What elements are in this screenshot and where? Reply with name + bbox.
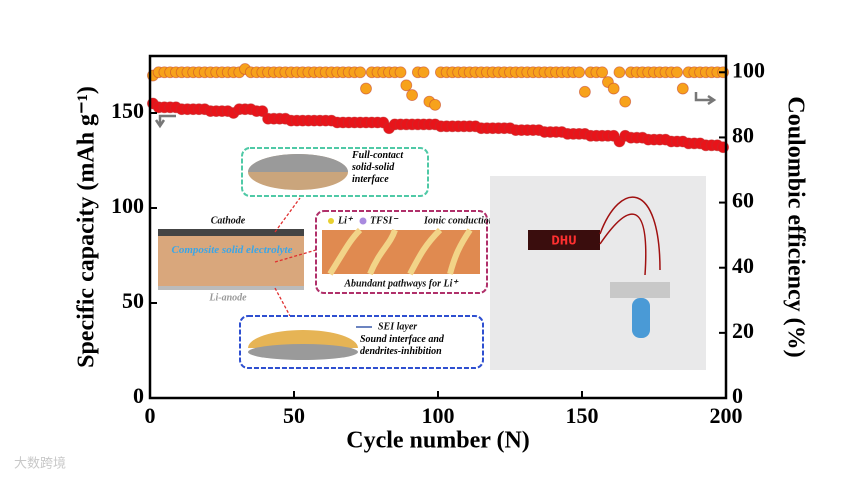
y-tick-label: 50 [122,288,144,313]
led-text: DHU [551,234,576,250]
data-point [671,66,683,79]
inset-text-wrap: Sound interface and dendrites-inhibition [360,334,444,357]
inset-illustration [248,330,358,348]
inset-text: Full-contact solid-solid interface [352,150,404,185]
inset-illustration [248,344,358,360]
y2-tick-label: 0 [732,383,743,408]
x-tick-label: 200 [710,403,743,428]
legend-li: Li⁺ [337,215,354,226]
inset-illustration [327,227,473,276]
x-tick-label: 100 [422,403,455,428]
marks [146,63,730,154]
data-point [394,66,407,79]
anode-layer [158,286,304,290]
cathode-label: Cathode [211,215,246,226]
data-point [596,66,609,79]
data-point [400,79,413,92]
legend-tfsi: TFSI⁻ [370,215,399,226]
y2-tick-label: 20 [732,318,754,343]
y-tick-label: 0 [133,383,144,408]
x-tick-label: 0 [145,403,156,428]
x-axis-label: Cycle number (N) [346,428,530,454]
data-point [360,82,372,95]
y2-tick-label: 60 [732,188,754,213]
photo [490,176,706,370]
cathode-layer [158,229,304,236]
data-point [417,66,430,79]
axis-arrow-left [154,114,176,129]
axis-arrow-right [694,92,717,106]
data-point [619,95,632,108]
data-point [607,82,620,95]
electrolyte-label: Composite solid electrolyte [171,244,293,256]
inset-text: Sound interface and dendrites-inhibition [360,334,444,357]
legend-icon [359,217,367,225]
glove-finger [632,298,650,338]
data-point [613,66,626,79]
electrolyte-layer [158,236,304,286]
connector [274,197,317,317]
legend-ionic: Ionic conduction [423,215,495,226]
sei-label: SEI layer [378,321,417,332]
data-point [676,82,689,95]
pathways-label: Abundant pathways for Li⁺ [343,278,459,289]
y2-tick-label: 80 [732,122,754,147]
anode-label: Li-anode [208,292,247,303]
y2-tick-label: 100 [732,57,765,82]
x-tick-label: 150 [566,403,599,428]
y2-tick-label: 40 [732,253,754,278]
data-point [573,66,586,79]
battery [610,282,670,298]
inset-illustration [248,154,348,172]
y2-axis-label: Coulombic efficiency (%) [782,96,808,357]
led-display [528,230,600,250]
x-tick-label: 50 [283,403,305,428]
electrolyte-text-wrap: Composite solid electrolyte [171,244,293,256]
y-tick-label: 100 [111,193,144,218]
watermark: 大数跨境 [14,457,66,472]
data-point [429,98,442,111]
data-point [406,89,418,101]
data-point [578,85,591,98]
inset-text-wrap: Full-contact solid-solid interface [352,150,404,185]
y-axis-label: Specific capacity (mAh g⁻¹) [74,86,100,368]
data-point [354,66,367,79]
y-tick-label: 150 [111,98,144,123]
legend-icon [328,218,334,224]
wires [599,196,661,276]
